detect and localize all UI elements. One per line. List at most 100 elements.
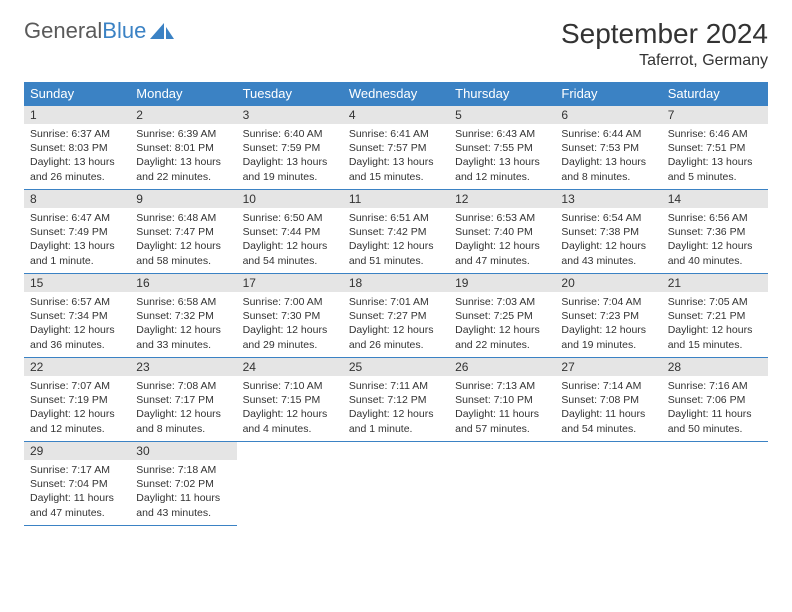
week-row: 1Sunrise: 6:37 AMSunset: 8:03 PMDaylight… [24,106,768,190]
sunset-text: Sunset: 7:17 PM [136,393,230,407]
sunset-text: Sunset: 7:53 PM [561,141,655,155]
daylight-text: and 8 minutes. [136,422,230,436]
sunrise-text: Sunrise: 6:53 AM [455,211,549,225]
day-number: 15 [24,274,130,292]
daylight-text: and 54 minutes. [561,422,655,436]
daylight-text: and 43 minutes. [561,254,655,268]
calendar-head: SundayMondayTuesdayWednesdayThursdayFrid… [24,82,768,106]
day-number: 24 [237,358,343,376]
day-details: Sunrise: 6:51 AMSunset: 7:42 PMDaylight:… [343,208,449,271]
daylight-text: Daylight: 11 hours [668,407,762,421]
sunset-text: Sunset: 7:30 PM [243,309,337,323]
sunset-text: Sunset: 7:42 PM [349,225,443,239]
day-cell: 15Sunrise: 6:57 AMSunset: 7:34 PMDayligh… [24,274,130,358]
daylight-text: and 15 minutes. [668,338,762,352]
week-row: 22Sunrise: 7:07 AMSunset: 7:19 PMDayligh… [24,358,768,442]
day-details: Sunrise: 6:48 AMSunset: 7:47 PMDaylight:… [130,208,236,271]
day-number: 19 [449,274,555,292]
sunset-text: Sunset: 7:55 PM [455,141,549,155]
col-header-sunday: Sunday [24,82,130,106]
sunrise-text: Sunrise: 7:07 AM [30,379,124,393]
daylight-text: Daylight: 13 hours [30,239,124,253]
day-number: 29 [24,442,130,460]
day-number: 17 [237,274,343,292]
daylight-text: and 1 minute. [30,254,124,268]
sunset-text: Sunset: 7:57 PM [349,141,443,155]
sunset-text: Sunset: 8:01 PM [136,141,230,155]
day-number: 27 [555,358,661,376]
sunrise-text: Sunrise: 7:05 AM [668,295,762,309]
day-details: Sunrise: 6:47 AMSunset: 7:49 PMDaylight:… [24,208,130,271]
daylight-text: Daylight: 12 hours [136,239,230,253]
sunrise-text: Sunrise: 7:18 AM [136,463,230,477]
daylight-text: Daylight: 12 hours [561,323,655,337]
day-cell: 29Sunrise: 7:17 AMSunset: 7:04 PMDayligh… [24,442,130,526]
day-details: Sunrise: 7:10 AMSunset: 7:15 PMDaylight:… [237,376,343,439]
day-number: 1 [24,106,130,124]
logo: GeneralBlue [24,18,176,44]
logo-sail-icon [150,21,176,41]
day-cell [237,442,343,526]
day-cell: 22Sunrise: 7:07 AMSunset: 7:19 PMDayligh… [24,358,130,442]
day-details: Sunrise: 7:05 AMSunset: 7:21 PMDaylight:… [662,292,768,355]
day-number: 10 [237,190,343,208]
daylight-text: Daylight: 12 hours [455,323,549,337]
day-cell: 1Sunrise: 6:37 AMSunset: 8:03 PMDaylight… [24,106,130,190]
day-cell: 26Sunrise: 7:13 AMSunset: 7:10 PMDayligh… [449,358,555,442]
day-number: 12 [449,190,555,208]
sunset-text: Sunset: 7:38 PM [561,225,655,239]
day-number: 5 [449,106,555,124]
daylight-text: Daylight: 12 hours [136,407,230,421]
daylight-text: and 58 minutes. [136,254,230,268]
day-details: Sunrise: 6:40 AMSunset: 7:59 PMDaylight:… [237,124,343,187]
sunrise-text: Sunrise: 7:16 AM [668,379,762,393]
sunrise-text: Sunrise: 7:13 AM [455,379,549,393]
daylight-text: and 36 minutes. [30,338,124,352]
daylight-text: Daylight: 12 hours [349,239,443,253]
day-number: 8 [24,190,130,208]
sunrise-text: Sunrise: 6:50 AM [243,211,337,225]
day-cell: 5Sunrise: 6:43 AMSunset: 7:55 PMDaylight… [449,106,555,190]
day-cell: 19Sunrise: 7:03 AMSunset: 7:25 PMDayligh… [449,274,555,358]
day-number: 2 [130,106,236,124]
daylight-text: Daylight: 13 hours [136,155,230,169]
day-cell: 28Sunrise: 7:16 AMSunset: 7:06 PMDayligh… [662,358,768,442]
daylight-text: and 15 minutes. [349,170,443,184]
daylight-text: and 51 minutes. [349,254,443,268]
day-number: 25 [343,358,449,376]
day-number: 16 [130,274,236,292]
day-number: 11 [343,190,449,208]
day-cell: 16Sunrise: 6:58 AMSunset: 7:32 PMDayligh… [130,274,236,358]
sunrise-text: Sunrise: 6:58 AM [136,295,230,309]
sunset-text: Sunset: 7:36 PM [668,225,762,239]
sunrise-text: Sunrise: 6:39 AM [136,127,230,141]
day-details: Sunrise: 6:39 AMSunset: 8:01 PMDaylight:… [130,124,236,187]
day-number: 20 [555,274,661,292]
col-header-tuesday: Tuesday [237,82,343,106]
sunrise-text: Sunrise: 6:56 AM [668,211,762,225]
month-title: September 2024 [561,18,768,50]
logo-word1: General [24,18,102,44]
daylight-text: Daylight: 11 hours [136,491,230,505]
sunrise-text: Sunrise: 7:01 AM [349,295,443,309]
header: GeneralBlue September 2024 Taferrot, Ger… [24,18,768,70]
day-cell: 17Sunrise: 7:00 AMSunset: 7:30 PMDayligh… [237,274,343,358]
day-details: Sunrise: 7:13 AMSunset: 7:10 PMDaylight:… [449,376,555,439]
day-details: Sunrise: 7:17 AMSunset: 7:04 PMDaylight:… [24,460,130,523]
day-number: 7 [662,106,768,124]
sunrise-text: Sunrise: 6:41 AM [349,127,443,141]
week-row: 8Sunrise: 6:47 AMSunset: 7:49 PMDaylight… [24,190,768,274]
day-cell: 27Sunrise: 7:14 AMSunset: 7:08 PMDayligh… [555,358,661,442]
sunset-text: Sunset: 7:08 PM [561,393,655,407]
sunrise-text: Sunrise: 6:46 AM [668,127,762,141]
daylight-text: Daylight: 12 hours [243,407,337,421]
day-number: 3 [237,106,343,124]
daylight-text: and 1 minute. [349,422,443,436]
day-details: Sunrise: 6:56 AMSunset: 7:36 PMDaylight:… [662,208,768,271]
sunrise-text: Sunrise: 6:51 AM [349,211,443,225]
daylight-text: Daylight: 13 hours [668,155,762,169]
day-number: 28 [662,358,768,376]
sunset-text: Sunset: 7:25 PM [455,309,549,323]
day-number: 18 [343,274,449,292]
day-number: 21 [662,274,768,292]
